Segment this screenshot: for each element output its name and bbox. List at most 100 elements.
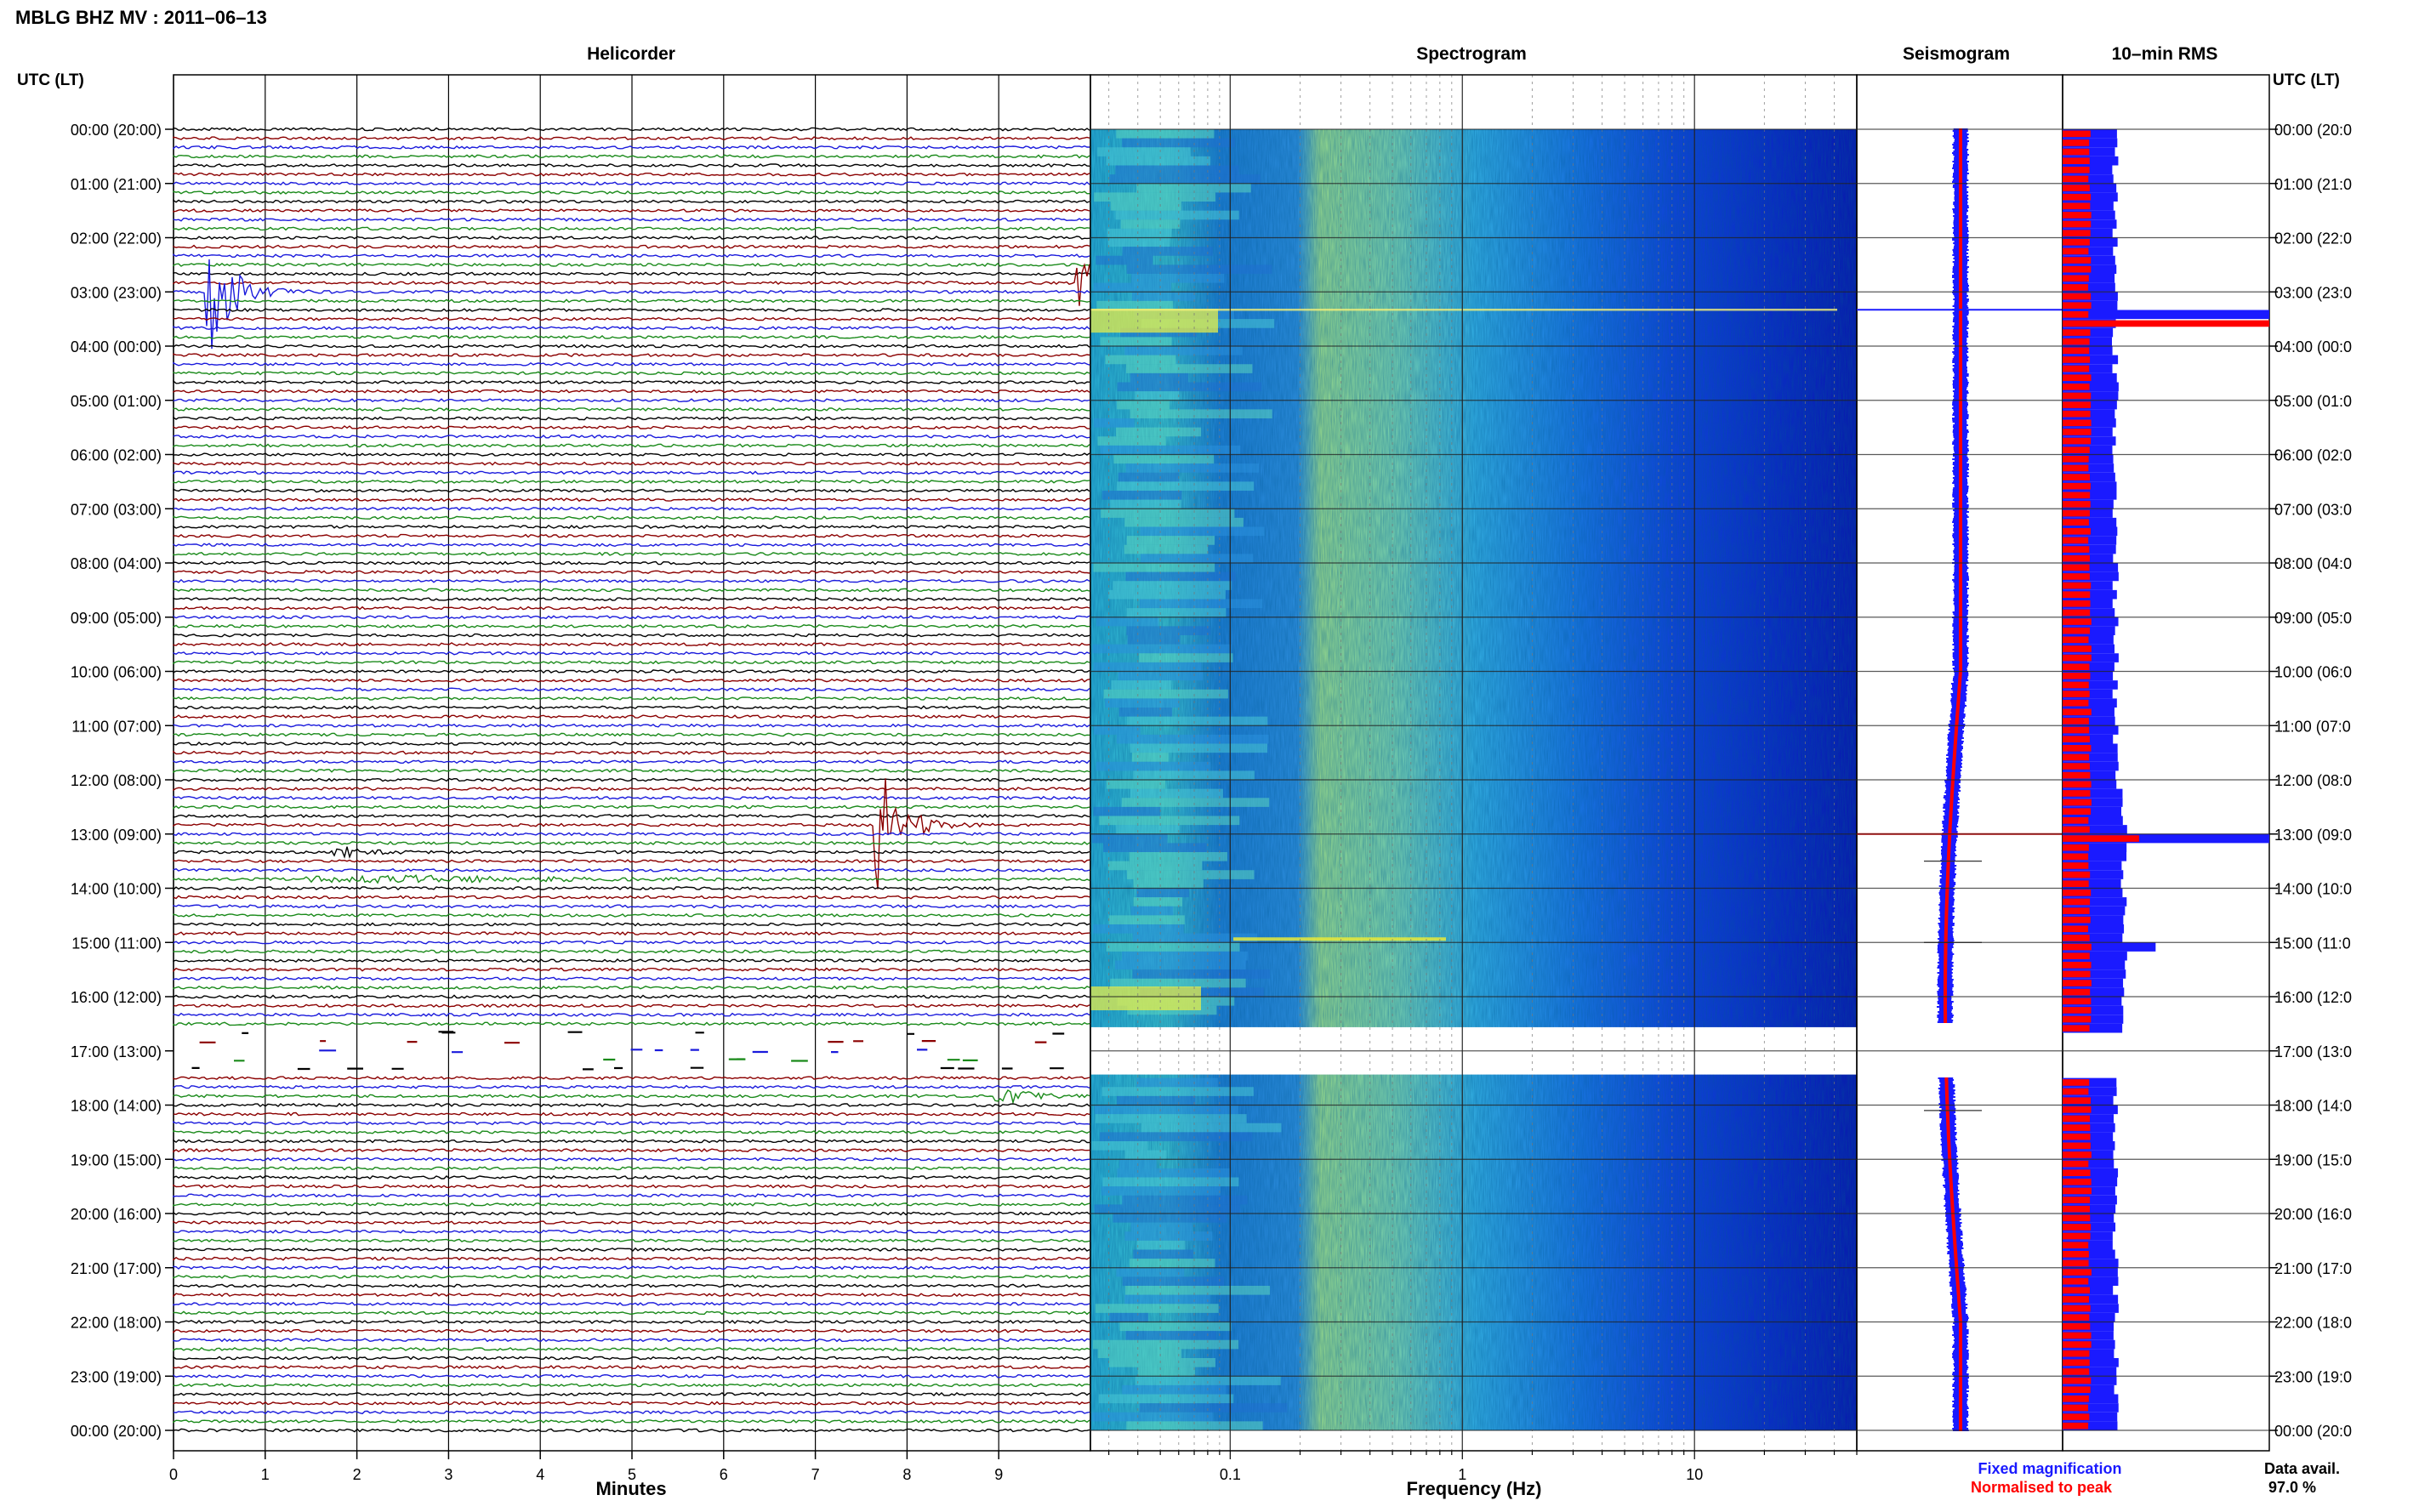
spectrogram-lowfreq-streak: [1095, 1105, 1238, 1115]
rms-normalised-bar: [2063, 753, 2090, 761]
legend-normalised-to-peak: Normalised to peak: [1971, 1479, 2113, 1496]
rms-normalised-bar: [2063, 1359, 2090, 1367]
rms-normalised-bar: [2063, 970, 2091, 978]
rms-normalised-bar: [2063, 212, 2092, 219]
spectrogram-lowfreq-streak: [1106, 156, 1211, 166]
rms-fixed-bar: [2063, 1367, 2117, 1377]
rms-fixed-bar: [2063, 1077, 2117, 1088]
rms-fixed-bar: [2063, 906, 2126, 916]
rms-normalised-bar: [2063, 1251, 2089, 1258]
spectrogram-lowfreq-streak: [1130, 409, 1272, 418]
rms-normalised-bar: [2063, 907, 2090, 914]
minute-tick-label: 0: [169, 1466, 178, 1483]
spectrogram-lowfreq-streak: [1120, 219, 1181, 229]
helicorder-trace: [173, 452, 1090, 457]
rms-normalised-bar: [2063, 980, 2092, 986]
rms-normalised-bar: [2063, 564, 2090, 571]
spectrogram-lowfreq-streak: [1096, 255, 1153, 265]
helicorder-trace: [173, 416, 1090, 421]
rms-normalised-bar: [2063, 456, 2089, 463]
time-tick-label-right: 17:00 (13:0: [2274, 1043, 2352, 1060]
rms-fixed-bar: [2063, 788, 2123, 799]
helicorder-trace: [173, 1021, 1090, 1026]
time-tick-label-right: 04:00 (00:0: [2274, 338, 2352, 355]
spectrogram-lowfreq-streak: [1108, 589, 1226, 600]
rms-normalised-bar: [2063, 1323, 2091, 1330]
rms-normalised-bar: [2063, 943, 2092, 951]
helicorder-trace: [173, 425, 1090, 430]
spectrogram-lowfreq-streak: [1116, 734, 1269, 744]
helicorder-trace: [173, 361, 1090, 367]
time-tick-label-left: 05:00 (01:00): [71, 393, 162, 410]
rms-fixed-bar: [2063, 282, 2115, 293]
spectrogram-lowfreq-streak: [1093, 418, 1135, 428]
spectrogram-lowfreq-streak: [1094, 192, 1216, 202]
rms-normalised-bar: [2063, 1386, 2091, 1393]
spectrogram-lowfreq-streak: [1136, 183, 1251, 193]
rms-normalised-bar: [2063, 284, 2089, 291]
rms-fixed-bar: [2063, 563, 2119, 572]
rms-normalised-bar: [2063, 1106, 2092, 1113]
spectrogram-lowfreq-streak: [1106, 942, 1240, 952]
frequency-tick-label: 0.1: [1220, 1466, 1241, 1483]
helicorder-trace: [173, 994, 1090, 999]
helicorder-trace: [173, 1220, 1090, 1225]
spectrogram-lowfreq-streak: [1100, 1132, 1253, 1141]
helicorder-trace: [173, 1365, 1090, 1370]
rms-normalised-bar: [2063, 239, 2090, 246]
helicorder-trace: [173, 867, 1090, 873]
time-tick-label-right: 23:00 (19:0: [2274, 1368, 2352, 1385]
minute-tick-label: 9: [994, 1466, 1003, 1483]
rms-normalised-bar: [2063, 130, 2091, 138]
time-tick-label-right: 21:00 (17:0: [2274, 1260, 2352, 1277]
minute-tick-label: 2: [353, 1466, 361, 1483]
helicorder-trace: [173, 1373, 1090, 1378]
spectrogram-lowfreq-streak: [1102, 1177, 1239, 1187]
spectrogram-lowfreq-streak: [1091, 1412, 1213, 1422]
spectrogram-lowfreq-streak: [1092, 1339, 1239, 1350]
spectrogram-lowfreq-streak: [1131, 292, 1196, 301]
helicorder-trace: [173, 127, 1090, 132]
rms-normalised-bar: [2063, 916, 2091, 924]
helicorder-trace: [173, 497, 1090, 503]
time-tick-label-right: 08:00 (04:0: [2274, 555, 2352, 572]
helicorder-trace: [173, 389, 1090, 394]
time-tick-label-left: 01:00 (21:00): [71, 176, 162, 193]
spectrogram-lowfreq-streak: [1116, 1267, 1185, 1277]
spectrogram-lowfreq-streak: [1096, 761, 1211, 771]
rms-normalised-bar: [2063, 1314, 2090, 1321]
rms-normalised-bar: [2063, 482, 2091, 490]
rms-normalised-bar: [2063, 474, 2090, 480]
spectrogram-lowfreq-streak: [1125, 571, 1236, 582]
rms-fixed-bar: [2063, 951, 2127, 961]
spectrogram-lowfreq-streak: [1093, 662, 1202, 672]
spectrogram-lowfreq-streak: [1101, 1186, 1221, 1196]
spectrogram-lowfreq-streak: [1124, 517, 1244, 527]
rms-normalised-bar: [2063, 230, 2091, 236]
rms-fixed-bar: [2063, 571, 2119, 582]
helicorder-trace: [173, 1129, 1090, 1134]
helicorder-trace: [173, 208, 1090, 213]
spectrogram-lowfreq-streak: [1133, 897, 1183, 907]
time-tick-label-right: 07:00 (03:0: [2274, 501, 2352, 518]
frequency-axis-label: Frequency (Hz): [1407, 1478, 1542, 1499]
helicorder-trace: [173, 840, 1090, 845]
helicorder-trace: [173, 958, 1090, 963]
spectrogram-lowfreq-streak: [1136, 1077, 1218, 1088]
spectrogram-lowfreq-streak: [1109, 1312, 1149, 1322]
rms-normalised-bar: [2063, 935, 2090, 941]
helicorder-trace: [173, 334, 1090, 339]
rms-fixed-bar: [2063, 156, 2119, 166]
spectrogram-lowfreq-streak: [1130, 1259, 1215, 1268]
helicorder-trace: [173, 461, 1090, 466]
spectrogram-lowfreq-streak: [1126, 536, 1215, 545]
spectrogram-lowfreq-streak: [1121, 798, 1270, 807]
rms-fixed-bar: [2063, 843, 2127, 852]
rms-normalised-bar: [2063, 618, 2092, 625]
helicorder-trace: [173, 750, 1090, 755]
rms-normalised-bar: [2063, 1422, 2089, 1430]
time-tick-label-right: 10:00 (06:0: [2274, 664, 2352, 681]
spectrogram-lowfreq-streak: [1126, 1421, 1263, 1430]
rms-fixed-bar: [2063, 517, 2117, 527]
seismogram-panel: [1856, 74, 2063, 1452]
